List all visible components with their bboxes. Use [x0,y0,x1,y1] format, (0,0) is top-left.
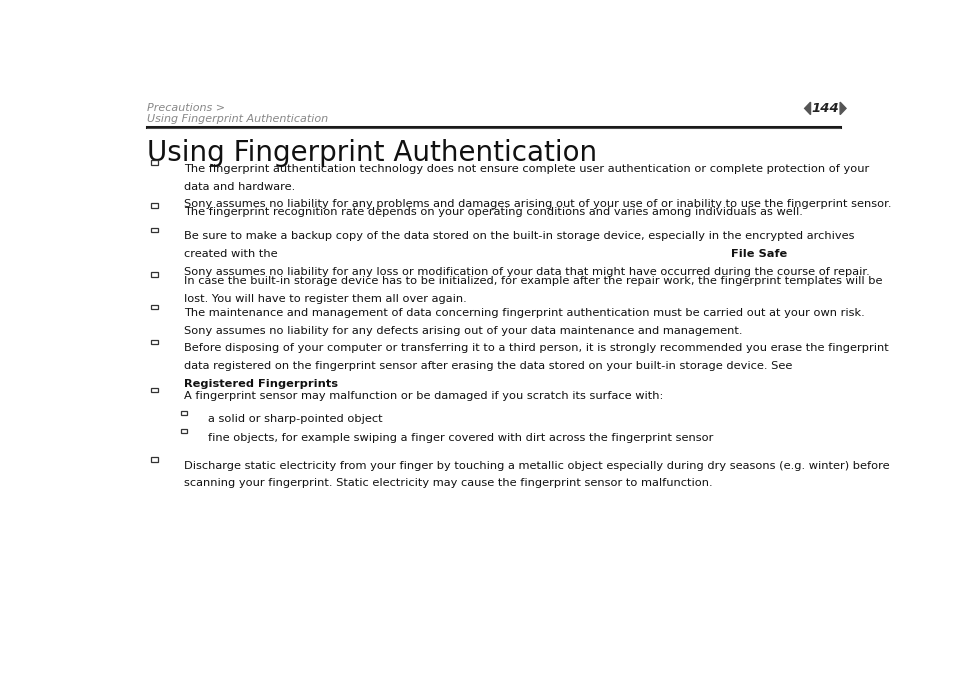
Text: File Safe: File Safe [730,249,786,259]
Bar [152,457,158,462]
Text: lost. You will have to register them all over again.: lost. You will have to register them all… [184,294,467,304]
Bar [152,204,158,208]
Bar [181,429,187,433]
Text: fine objects, for example swiping a finger covered with dirt across the fingerpr: fine objects, for example swiping a fing… [208,433,713,443]
Polygon shape [803,102,810,115]
Text: The fingerprint recognition rate depends on your operating conditions and varies: The fingerprint recognition rate depends… [184,207,802,217]
Text: Sony assumes no liability for any loss or modification of your data that might h: Sony assumes no liability for any loss o… [184,267,869,276]
Text: 144: 144 [811,102,839,115]
Text: Precautions >: Precautions > [147,102,225,113]
Text: In case the built-in storage device has to be initialized, for example after the: In case the built-in storage device has … [184,276,882,286]
Bar [152,305,158,309]
Text: Before disposing of your computer or transferring it to a third person, it is st: Before disposing of your computer or tra… [184,344,888,353]
Text: Be sure to make a backup copy of the data stored on the built-in storage device,: Be sure to make a backup copy of the dat… [184,231,854,241]
Text: Sony assumes no liability for any defects arising out of your data maintenance a: Sony assumes no liability for any defect… [184,326,742,336]
Text: Sony assumes no liability for any problems and damages arising out of your use o: Sony assumes no liability for any proble… [184,200,891,209]
Text: a solid or sharp-pointed object: a solid or sharp-pointed object [208,414,382,424]
Text: The maintenance and management of data concerning fingerprint authentication mus: The maintenance and management of data c… [184,308,864,318]
Bar [152,388,158,392]
Bar [152,272,158,277]
Text: created with the: created with the [184,249,281,259]
Polygon shape [840,102,845,115]
Text: Using Fingerprint Authentication: Using Fingerprint Authentication [147,114,328,124]
Bar [152,160,158,165]
Bar [152,228,158,233]
Text: Registered Fingerprints: Registered Fingerprints [184,379,342,389]
Text: data registered on the fingerprint sensor after erasing the data stored on your : data registered on the fingerprint senso… [184,361,796,371]
Text: Using Fingerprint Authentication: Using Fingerprint Authentication [147,139,597,167]
Text: data and hardware.: data and hardware. [184,181,295,191]
Text: Discharge static electricity from your finger by touching a metallic object espe: Discharge static electricity from your f… [184,461,889,470]
Bar [152,340,158,344]
Text: scanning your fingerprint. Static electricity may cause the fingerprint sensor t: scanning your fingerprint. Static electr… [184,479,712,489]
Text: The fingerprint authentication technology does not ensure complete user authenti: The fingerprint authentication technolog… [184,164,868,174]
Bar [181,410,187,415]
Text: A fingerprint sensor may malfunction or be damaged if you scratch its surface wi: A fingerprint sensor may malfunction or … [184,391,663,401]
